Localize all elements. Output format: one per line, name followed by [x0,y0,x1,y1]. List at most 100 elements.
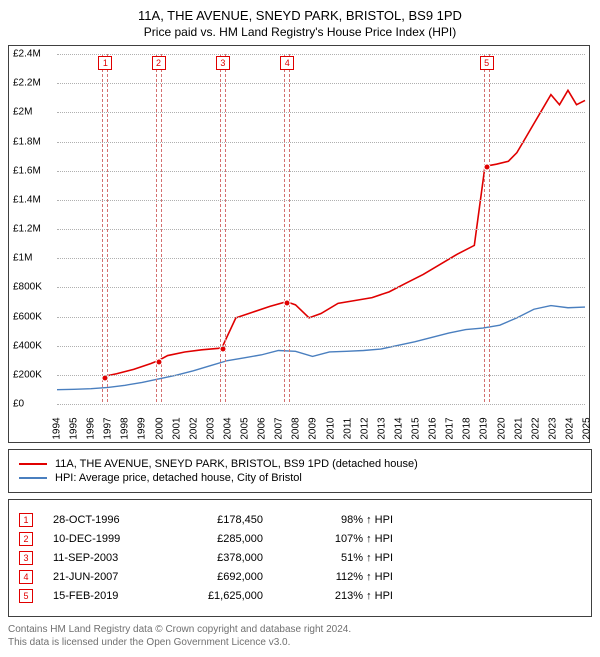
x-tick-label: 2018 [462,417,473,439]
gridline [57,171,585,172]
gridline [57,200,585,201]
sales-row-price: £692,000 [173,571,263,583]
sales-row-price: £178,450 [173,514,263,526]
sales-row-badge: 4 [19,570,33,584]
sale-dot [284,300,291,307]
x-tick-label: 2014 [393,417,404,439]
legend-row: 11A, THE AVENUE, SNEYD PARK, BRISTOL, BS… [19,458,581,470]
x-tick-label: 1995 [69,417,80,439]
sales-row-date: 11-SEP-2003 [53,552,153,564]
y-tick-label: £0 [13,399,24,410]
x-tick-label: 2003 [205,417,216,439]
sale-marker-band [284,54,290,402]
chart-container: 11A, THE AVENUE, SNEYD PARK, BRISTOL, BS… [8,8,592,649]
x-tick-label: 2025 [582,417,593,439]
title-address: 11A, THE AVENUE, SNEYD PARK, BRISTOL, BS… [8,8,592,23]
sales-row-pct: 107% ↑ HPI [283,533,393,545]
x-tick-label: 2017 [445,417,456,439]
x-tick-label: 1997 [103,417,114,439]
sales-row-badge: 5 [19,589,33,603]
x-tick-label: 2016 [428,417,439,439]
x-tick-label: 1999 [137,417,148,439]
gridline [57,346,585,347]
sale-marker-badge: 5 [480,56,494,70]
sales-row-price: £1,625,000 [173,590,263,602]
footer: Contains HM Land Registry data © Crown c… [8,623,592,649]
y-tick-label: £1.6M [13,165,41,176]
sales-row-pct: 112% ↑ HPI [283,571,393,583]
sale-marker-badge: 1 [98,56,112,70]
sales-row-badge: 1 [19,513,33,527]
sales-row: 421-JUN-2007£692,000112% ↑ HPI [19,570,581,584]
gridline [57,112,585,113]
sales-row-price: £378,000 [173,552,263,564]
plot-region: 12345 [57,54,585,402]
y-tick-label: £200K [13,369,42,380]
x-tick-label: 2000 [154,417,165,439]
gridline [57,83,585,84]
x-tick-label: 2023 [547,417,558,439]
legend-row: HPI: Average price, detached house, City… [19,472,581,484]
sale-marker-badge: 3 [216,56,230,70]
sale-marker-band [102,54,108,402]
legend: 11A, THE AVENUE, SNEYD PARK, BRISTOL, BS… [8,449,592,493]
legend-swatch [19,477,47,479]
sale-marker-badge: 2 [152,56,166,70]
sales-table: 1 28-OCT-1996 £178,450 98% ↑ HPI 2 10-DEC-199… [8,499,592,617]
sales-row: 1 28-OCT-1996 £178,450 98% ↑ HPI [19,513,581,527]
footer-line1: Contains HM Land Registry data © Crown c… [8,623,592,636]
sales-row-date: 28-OCT-1996 [53,514,153,526]
x-tick-label: 2022 [530,417,541,439]
title-subtitle: Price paid vs. HM Land Registry's House … [8,25,592,39]
footer-line2: This data is licensed under the Open Gov… [8,636,592,649]
gridline [57,404,585,405]
sales-row: 210-DEC-1999£285,000107% ↑ HPI [19,532,581,546]
x-tick-label: 1994 [52,417,63,439]
y-tick-label: £2.2M [13,78,41,89]
sales-row: 515-FEB-2019£1,625,000213% ↑ HPI [19,589,581,603]
x-tick-label: 2004 [222,417,233,439]
sale-dot [483,164,490,171]
y-tick-label: £1M [13,253,32,264]
y-tick-label: £400K [13,340,42,351]
sales-row-pct: 213% ↑ HPI [283,590,393,602]
x-tick-label: 2011 [342,418,353,440]
series-property [105,90,585,376]
sales-row-date: 10-DEC-1999 [53,533,153,545]
gridline [57,317,585,318]
gridline [57,375,585,376]
x-tick-label: 2001 [171,417,182,439]
chart-area: 12345 £0£200K£400K£600K£800K£1M£1.2M£1.4… [8,45,590,443]
title-block: 11A, THE AVENUE, SNEYD PARK, BRISTOL, BS… [8,8,592,39]
gridline [57,54,585,55]
sales-row-badge: 2 [19,532,33,546]
series-hpi [57,306,585,390]
y-tick-label: £800K [13,282,42,293]
x-tick-label: 2009 [308,417,319,439]
x-tick-label: 2012 [359,417,370,439]
x-tick-label: 2005 [240,417,251,439]
sale-dot [155,359,162,366]
sales-row-pct: 98% ↑ HPI [283,514,393,526]
x-tick-label: 2020 [496,417,507,439]
y-tick-label: £600K [13,311,42,322]
gridline [57,258,585,259]
gridline [57,287,585,288]
y-tick-label: £2M [13,107,32,118]
y-tick-label: £1.8M [13,136,41,147]
x-tick-label: 1996 [86,417,97,439]
x-tick-label: 2013 [376,417,387,439]
x-tick-label: 2021 [513,417,524,439]
sales-row-badge: 3 [19,551,33,565]
x-tick-label: 2008 [291,417,302,439]
x-tick-label: 1998 [120,417,131,439]
sale-marker-band [156,54,162,402]
sales-row: 3 11-SEP-2003 £378,000 51% ↑ HPI [19,551,581,565]
x-tick-label: 2007 [274,417,285,439]
x-tick-label: 2019 [479,417,490,439]
sales-row-pct: 51% ↑ HPI [283,552,393,564]
y-tick-label: £1.4M [13,194,41,205]
legend-swatch [19,463,47,465]
line-svg [57,54,585,402]
gridline [57,142,585,143]
